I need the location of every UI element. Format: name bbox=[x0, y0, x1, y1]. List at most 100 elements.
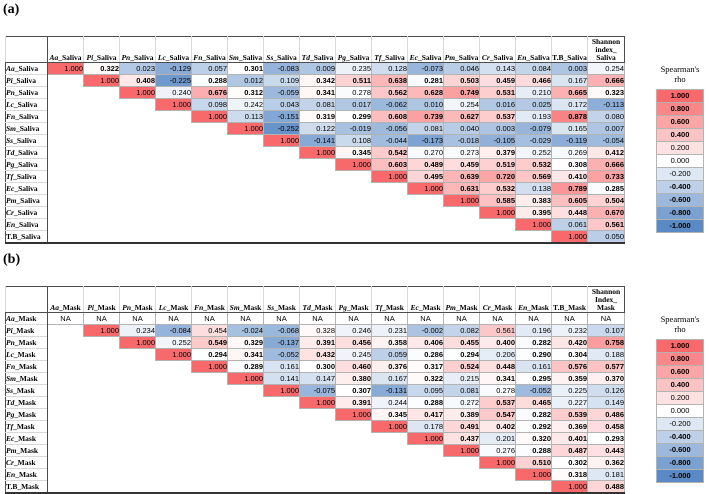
correlation-cell: -0.002 bbox=[407, 324, 444, 337]
table-row: Pn_Mask 1.000 0.252 0.549 0.329 -0.137 0.391 0.… bbox=[5, 336, 625, 349]
empty-cell bbox=[335, 420, 372, 433]
correlation-cell: 0.059 bbox=[371, 348, 408, 361]
empty-cell bbox=[155, 110, 192, 123]
shannon-correlation-cell: 0.666 bbox=[587, 74, 625, 87]
empty-cell bbox=[227, 194, 264, 207]
empty-cell bbox=[47, 432, 84, 445]
correlation-cell: 0.292 bbox=[515, 420, 552, 433]
empty-cell bbox=[119, 170, 156, 183]
diagonal-cell: 1.000 bbox=[335, 158, 372, 171]
correlation-cell: 0.040 bbox=[443, 122, 480, 135]
shannon-correlation-cell: 0.107 bbox=[587, 324, 625, 337]
empty-cell bbox=[47, 110, 84, 123]
diagonal-cell: 1.000 bbox=[83, 324, 120, 337]
correlation-cell: 0.161 bbox=[263, 360, 300, 373]
header-row: Aa_Saliva Pi_Saliva Pn_Saliva Lc_Saliva Fn_S… bbox=[5, 36, 625, 63]
correlation-cell: 0.720 bbox=[479, 170, 516, 183]
empty-cell bbox=[83, 110, 120, 123]
diagonal-cell: 1.000 bbox=[407, 182, 444, 195]
correlation-cell: 0.417 bbox=[407, 408, 444, 421]
legend-swatch: -0.600 bbox=[656, 193, 704, 207]
column-header: Lc_Saliva bbox=[155, 36, 192, 63]
empty-cell bbox=[443, 230, 480, 243]
correlation-cell: 0.234 bbox=[119, 324, 156, 337]
taxon-abbreviation: Pm bbox=[444, 53, 456, 62]
column-header: Pm_Mask bbox=[443, 286, 480, 313]
sample-type-suffix: _Mask bbox=[94, 303, 116, 312]
shannon-correlation-cell: 0.126 bbox=[587, 384, 625, 397]
empty-cell bbox=[47, 98, 84, 111]
correlation-cell: 0.465 bbox=[515, 396, 552, 409]
empty-cell bbox=[227, 432, 264, 445]
diagonal-cell: 1.000 bbox=[83, 74, 120, 87]
empty-cell bbox=[119, 444, 156, 457]
column-header: Aa_Saliva bbox=[47, 36, 84, 63]
empty-cell bbox=[83, 408, 120, 421]
na-cell: NA bbox=[191, 312, 228, 325]
empty-cell bbox=[191, 384, 228, 397]
shannon-correlation-cell: 0.362 bbox=[587, 456, 625, 469]
row-label: Fn_Saliva bbox=[5, 110, 48, 123]
correlation-cell: 0.206 bbox=[479, 348, 516, 361]
row-label: Ec_Mask bbox=[5, 432, 48, 445]
correlation-cell: -0.083 bbox=[263, 62, 300, 75]
row-label: Pm_Mask bbox=[5, 444, 48, 457]
empty-cell bbox=[155, 218, 192, 231]
empty-cell bbox=[191, 170, 228, 183]
sample-type-suffix: _Saliva bbox=[13, 100, 38, 109]
empty-cell bbox=[155, 170, 192, 183]
correlation-cell: 0.289 bbox=[227, 360, 264, 373]
taxon-abbreviation: Pi bbox=[6, 76, 13, 85]
row-label: Lc_Mask bbox=[5, 348, 48, 361]
correlation-cell: 0.282 bbox=[515, 336, 552, 349]
empty-cell bbox=[335, 456, 372, 469]
correlation-cell: 0.789 bbox=[551, 182, 588, 195]
correlation-cell: 0.252 bbox=[515, 146, 552, 159]
correlation-cell: 0.288 bbox=[515, 444, 552, 457]
legend-a: Spearman's rho 1.000 0.800 0.600 0.400 0.200… bbox=[653, 64, 707, 233]
shannon-correlation-cell: 0.666 bbox=[587, 158, 625, 171]
correlation-cell: 0.542 bbox=[371, 146, 408, 159]
diagonal-cell: 1.000 bbox=[479, 456, 516, 469]
empty-cell bbox=[515, 230, 552, 243]
empty-cell bbox=[263, 468, 300, 481]
empty-cell bbox=[83, 396, 120, 409]
sample-type-suffix: _Mask bbox=[14, 314, 37, 323]
correlation-cell: 0.003 bbox=[479, 122, 516, 135]
correlation-cell: 0.232 bbox=[551, 324, 588, 337]
empty-cell bbox=[263, 408, 300, 421]
corner-cell bbox=[5, 286, 48, 313]
correlation-cell: 0.003 bbox=[551, 62, 588, 75]
correlation-cell: 0.460 bbox=[335, 360, 372, 373]
sample-type-suffix: _Mask bbox=[16, 374, 38, 383]
correlation-cell: 0.547 bbox=[479, 408, 516, 421]
sample-type-suffix: _Saliva bbox=[13, 172, 37, 181]
correlation-cell: 0.329 bbox=[227, 336, 264, 349]
empty-cell bbox=[155, 372, 192, 385]
empty-cell bbox=[47, 182, 84, 195]
table-row: Ec_Saliva 1.000 0.631 0.532 0.138 0.789 0.285 bbox=[5, 182, 625, 195]
empty-cell bbox=[155, 194, 192, 207]
correlation-cell: 0.081 bbox=[299, 98, 336, 111]
empty-cell bbox=[191, 230, 228, 243]
correlation-cell: 0.603 bbox=[371, 158, 408, 171]
correlation-cell: 0.328 bbox=[299, 324, 336, 337]
empty-cell bbox=[119, 122, 156, 135]
correlation-cell: 0.138 bbox=[515, 182, 552, 195]
empty-cell bbox=[119, 432, 156, 445]
empty-cell bbox=[83, 432, 120, 445]
diagonal-cell: 1.000 bbox=[191, 360, 228, 373]
taxon-abbreviation: Ss bbox=[6, 136, 14, 145]
empty-cell bbox=[335, 194, 372, 207]
empty-cell bbox=[191, 218, 228, 231]
empty-cell bbox=[263, 170, 300, 183]
shannon-correlation-cell: 0.050 bbox=[587, 230, 625, 244]
empty-cell bbox=[119, 456, 156, 469]
taxon-abbreviation: Fn bbox=[193, 53, 203, 62]
shannon-correlation-cell: 0.577 bbox=[587, 360, 625, 373]
na-cell: NA bbox=[443, 312, 480, 325]
empty-cell bbox=[119, 194, 156, 207]
taxon-abbreviation: Fn bbox=[194, 303, 204, 312]
legend-swatch: -0.800 bbox=[656, 456, 704, 470]
correlation-cell: 0.178 bbox=[407, 420, 444, 433]
